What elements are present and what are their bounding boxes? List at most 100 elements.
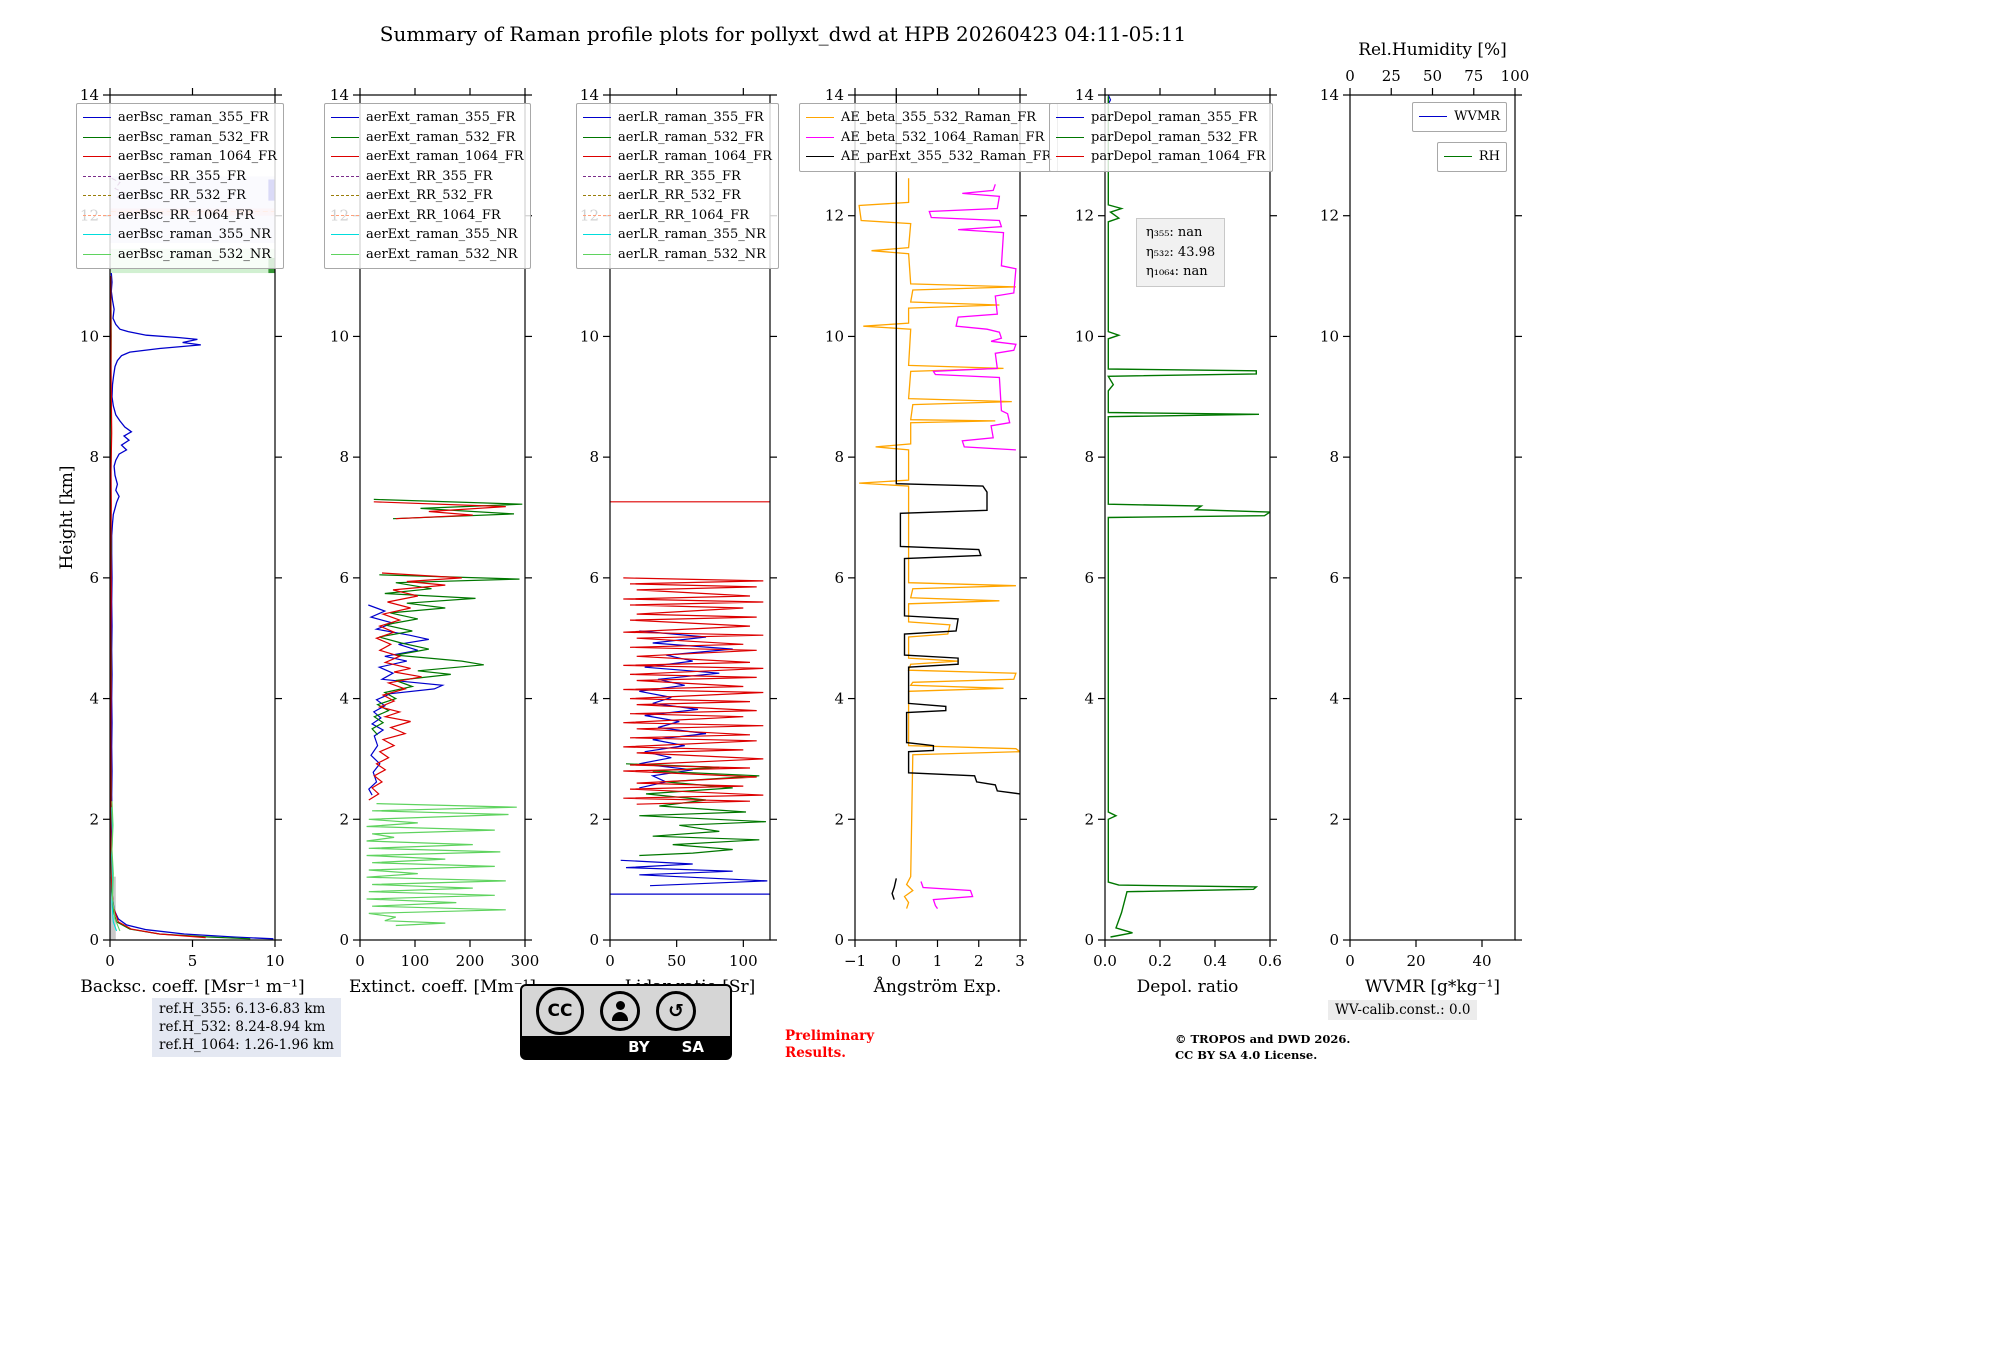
svg-text:Height [km]: Height [km] xyxy=(57,465,77,569)
text-line: ref.H_1064: 1.26-1.96 km xyxy=(159,1036,334,1053)
svg-text:6: 6 xyxy=(1084,569,1094,587)
svg-text:50: 50 xyxy=(667,952,686,970)
svg-text:6: 6 xyxy=(589,569,599,587)
svg-text:10: 10 xyxy=(330,327,349,345)
cc-sa-arrow-icon: ↺ xyxy=(656,991,696,1031)
svg-text:Depol. ratio: Depol. ratio xyxy=(1137,977,1239,997)
svg-text:40: 40 xyxy=(1472,952,1491,970)
cc-icon-label: CC xyxy=(547,1001,573,1021)
svg-text:8: 8 xyxy=(89,448,99,466)
svg-text:0: 0 xyxy=(891,952,901,970)
svg-text:4: 4 xyxy=(1329,690,1339,708)
text-line: ref.H_355: 6.13-6.83 km xyxy=(159,1001,326,1017)
svg-text:0: 0 xyxy=(105,952,115,970)
text-line: Results. xyxy=(785,1044,846,1061)
svg-text:8: 8 xyxy=(834,448,844,466)
svg-text:25: 25 xyxy=(1382,67,1401,85)
svg-text:12: 12 xyxy=(80,207,99,225)
svg-text:2: 2 xyxy=(339,810,349,828)
svg-text:14: 14 xyxy=(1320,86,1339,104)
cc-license-badge: CC ↺ BY SA xyxy=(520,984,732,1060)
svg-text:4: 4 xyxy=(89,690,99,708)
svg-text:100: 100 xyxy=(401,952,430,970)
svg-text:50: 50 xyxy=(1423,67,1442,85)
copyright-note: © TROPOS and DWD 2026. CC BY SA 4.0 Licen… xyxy=(1175,1032,1350,1063)
svg-text:8: 8 xyxy=(1084,448,1094,466)
text-line: η₅₃₂: 43.98 xyxy=(1146,244,1216,260)
cc-badge-icons: CC ↺ xyxy=(522,986,730,1036)
svg-text:0.4: 0.4 xyxy=(1203,952,1227,970)
svg-text:3: 3 xyxy=(1015,952,1025,970)
svg-text:2: 2 xyxy=(834,810,844,828)
svg-text:0: 0 xyxy=(355,952,365,970)
svg-text:10: 10 xyxy=(580,327,599,345)
svg-text:6: 6 xyxy=(339,569,349,587)
svg-text:0: 0 xyxy=(1084,931,1094,949)
svg-text:2: 2 xyxy=(1084,810,1094,828)
person-icon xyxy=(611,1001,629,1021)
text-line: ref.H_532: 8.24-8.94 km xyxy=(159,1018,326,1035)
svg-text:12: 12 xyxy=(330,207,349,225)
svg-text:0: 0 xyxy=(834,931,844,949)
svg-text:2: 2 xyxy=(589,810,599,828)
svg-text:2: 2 xyxy=(89,810,99,828)
svg-text:6: 6 xyxy=(1329,569,1339,587)
svg-text:12: 12 xyxy=(580,207,599,225)
svg-text:0.2: 0.2 xyxy=(1148,952,1172,970)
svg-text:5: 5 xyxy=(188,952,198,970)
svg-text:8: 8 xyxy=(1329,448,1339,466)
svg-text:2: 2 xyxy=(974,952,984,970)
svg-text:6: 6 xyxy=(834,569,844,587)
wv-calibration-note: WV-calib.const.: 0.0 xyxy=(1328,1000,1478,1020)
svg-text:10: 10 xyxy=(265,952,284,970)
svg-text:Extinct. coeff. [Mm⁻¹]: Extinct. coeff. [Mm⁻¹] xyxy=(349,977,536,997)
svg-text:4: 4 xyxy=(589,690,599,708)
svg-text:0.6: 0.6 xyxy=(1258,952,1282,970)
svg-text:14: 14 xyxy=(825,86,844,104)
reference-height-box: ref.H_355: 6.13-6.83 km ref.H_532: 8.24-8… xyxy=(152,998,341,1058)
svg-text:4: 4 xyxy=(834,690,844,708)
svg-text:0.0: 0.0 xyxy=(1093,952,1117,970)
svg-text:Ångström Exp.: Ångström Exp. xyxy=(873,976,1002,997)
text-line: CC BY SA 4.0 License. xyxy=(1175,1047,1318,1062)
svg-text:6: 6 xyxy=(89,569,99,587)
svg-text:0: 0 xyxy=(339,931,349,949)
preliminary-note: Preliminary Results. xyxy=(785,1028,874,1062)
svg-text:100: 100 xyxy=(1501,67,1530,85)
share-alike-arrow-icon: ↺ xyxy=(668,1000,684,1022)
svg-text:14: 14 xyxy=(330,86,349,104)
svg-text:0: 0 xyxy=(605,952,615,970)
svg-text:12: 12 xyxy=(1075,207,1094,225)
cc-sa-label: SA xyxy=(681,1038,704,1056)
depol-calibration-annotation: η₃₅₅: nan η₅₃₂: 43.98 η₁₀₆₄: nan xyxy=(1136,218,1226,287)
svg-text:14: 14 xyxy=(80,86,99,104)
svg-text:0: 0 xyxy=(589,931,599,949)
cc-by-person-icon xyxy=(600,991,640,1031)
svg-text:12: 12 xyxy=(825,207,844,225)
figure-title: Summary of Raman profile plots for polly… xyxy=(379,22,1187,46)
svg-text:75: 75 xyxy=(1464,67,1483,85)
svg-text:10: 10 xyxy=(1075,327,1094,345)
svg-text:10: 10 xyxy=(825,327,844,345)
svg-text:200: 200 xyxy=(456,952,485,970)
svg-text:0: 0 xyxy=(1345,67,1355,85)
text-line: © TROPOS and DWD 2026. xyxy=(1175,1032,1351,1046)
svg-text:8: 8 xyxy=(589,448,599,466)
svg-text:8: 8 xyxy=(339,448,349,466)
svg-text:100: 100 xyxy=(729,952,758,970)
svg-text:1: 1 xyxy=(933,952,943,970)
svg-text:WVMR [g*kg⁻¹]: WVMR [g*kg⁻¹] xyxy=(1365,977,1500,997)
cc-by-label: BY xyxy=(628,1038,650,1056)
svg-text:0: 0 xyxy=(1345,952,1355,970)
cc-icon: CC xyxy=(536,987,584,1035)
svg-text:0: 0 xyxy=(89,931,99,949)
svg-text:Backsc. coeff. [Msr⁻¹ m⁻¹]: Backsc. coeff. [Msr⁻¹ m⁻¹] xyxy=(80,977,304,997)
svg-text:20: 20 xyxy=(1406,952,1425,970)
text-line: η₁₀₆₄: nan xyxy=(1146,264,1208,279)
svg-text:14: 14 xyxy=(1075,86,1094,104)
svg-text:Rel.Humidity [%]: Rel.Humidity [%] xyxy=(1358,40,1507,60)
svg-text:12: 12 xyxy=(1320,207,1339,225)
svg-text:4: 4 xyxy=(339,690,349,708)
svg-text:300: 300 xyxy=(511,952,540,970)
